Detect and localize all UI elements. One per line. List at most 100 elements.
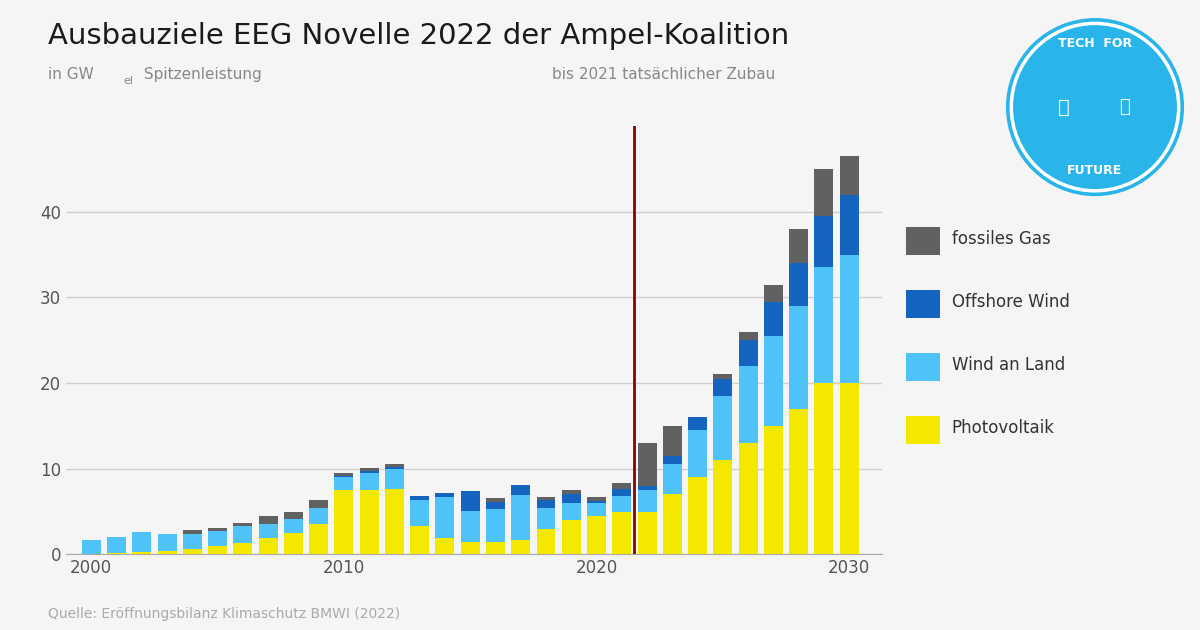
Bar <box>385 464 404 467</box>
Bar <box>764 336 782 426</box>
Bar <box>259 516 277 524</box>
Bar <box>436 538 455 554</box>
Bar <box>790 306 808 409</box>
Bar <box>259 524 277 538</box>
Bar <box>739 331 757 340</box>
Bar <box>840 195 859 255</box>
Bar <box>764 426 782 554</box>
Bar <box>739 366 757 443</box>
Bar <box>562 490 581 493</box>
Bar <box>208 531 227 546</box>
Text: Spitzenleistung: Spitzenleistung <box>139 67 262 82</box>
Bar <box>511 540 530 554</box>
Bar <box>764 285 782 302</box>
Bar <box>157 534 176 551</box>
Bar <box>840 255 859 383</box>
Bar <box>284 519 302 533</box>
Bar <box>461 491 480 511</box>
Bar <box>536 497 556 500</box>
Bar <box>208 528 227 531</box>
Bar <box>310 524 328 554</box>
Bar <box>587 501 606 503</box>
Bar <box>815 169 833 216</box>
Bar <box>739 340 757 366</box>
Text: Photovoltaik: Photovoltaik <box>952 420 1055 437</box>
Bar <box>612 490 631 496</box>
Bar <box>335 490 353 554</box>
Bar <box>107 537 126 553</box>
Bar <box>815 267 833 383</box>
Bar <box>107 553 126 554</box>
Bar <box>662 456 682 464</box>
Ellipse shape <box>1007 19 1183 195</box>
Bar <box>790 229 808 263</box>
Bar <box>157 551 176 554</box>
Bar <box>612 483 631 490</box>
Text: Ausbauziele EEG Novelle 2022 der Ampel-Koalition: Ausbauziele EEG Novelle 2022 der Ampel-K… <box>48 22 790 50</box>
Bar <box>259 538 277 554</box>
Bar <box>662 495 682 554</box>
Bar <box>713 460 732 554</box>
Bar <box>790 409 808 554</box>
Bar <box>410 526 430 554</box>
Bar <box>739 443 757 554</box>
Bar <box>511 485 530 495</box>
Bar <box>713 396 732 460</box>
Bar <box>360 468 379 471</box>
Bar <box>385 467 404 469</box>
Bar <box>688 478 707 554</box>
Bar <box>713 379 732 396</box>
Bar <box>764 302 782 336</box>
Text: in GW: in GW <box>48 67 94 82</box>
Bar <box>385 490 404 554</box>
Bar <box>486 498 505 502</box>
Bar <box>486 509 505 542</box>
Bar <box>790 263 808 306</box>
Bar <box>461 511 480 542</box>
Bar <box>385 469 404 490</box>
Bar <box>562 493 581 503</box>
Bar <box>840 383 859 554</box>
Bar <box>284 533 302 554</box>
Bar <box>182 534 202 549</box>
Bar <box>562 503 581 520</box>
Text: Wind an Land: Wind an Land <box>952 357 1064 374</box>
Bar <box>284 512 302 519</box>
Bar <box>486 542 505 554</box>
Bar <box>410 500 430 526</box>
Bar <box>662 464 682 495</box>
Bar <box>688 417 707 430</box>
Bar <box>360 471 379 473</box>
Bar <box>233 526 252 543</box>
Bar <box>182 530 202 534</box>
Bar <box>360 473 379 490</box>
Text: el: el <box>124 76 133 86</box>
Bar <box>536 500 556 508</box>
Bar <box>637 443 656 486</box>
Bar <box>310 500 328 508</box>
Bar <box>132 532 151 552</box>
Text: 🔌: 🔌 <box>1057 98 1069 117</box>
Bar <box>360 490 379 554</box>
Bar <box>486 502 505 509</box>
Text: TECH  FOR: TECH FOR <box>1058 37 1132 50</box>
Text: Offshore Wind: Offshore Wind <box>952 294 1069 311</box>
Text: 🍃: 🍃 <box>1120 98 1130 116</box>
Text: fossiles Gas: fossiles Gas <box>952 231 1050 248</box>
Bar <box>612 512 631 554</box>
Text: FUTURE: FUTURE <box>1067 164 1123 177</box>
Bar <box>511 495 530 540</box>
Bar <box>310 508 328 524</box>
Text: bis 2021 tatsächlicher Zubau: bis 2021 tatsächlicher Zubau <box>552 67 775 82</box>
Bar <box>587 516 606 554</box>
Bar <box>713 374 732 379</box>
Bar <box>436 497 455 538</box>
Bar <box>182 549 202 554</box>
Bar <box>410 496 430 500</box>
Bar <box>233 543 252 554</box>
Bar <box>335 473 353 476</box>
Bar <box>587 503 606 516</box>
Bar <box>536 529 556 554</box>
Bar <box>637 512 656 554</box>
Bar <box>612 496 631 512</box>
